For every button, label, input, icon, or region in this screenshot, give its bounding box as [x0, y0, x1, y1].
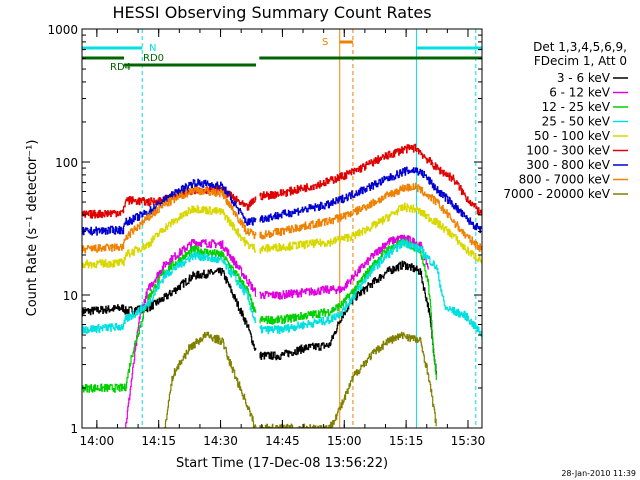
timestamp: 28-Jan-2010 11:39	[561, 469, 636, 478]
series-7000-20000-kev	[164, 331, 437, 428]
y-tick-label: 1000	[47, 23, 78, 37]
y-axis-label: Count Rate (s⁻¹ detector⁻¹)	[25, 140, 40, 317]
series-line	[82, 202, 482, 269]
x-axis-label: Start Time (17-Dec-08 13:56:22)	[176, 456, 388, 471]
y-axis: 1 10 100 1000	[47, 23, 482, 436]
x-tick-label: 15:15	[389, 434, 424, 448]
series-3-6-kev	[82, 260, 437, 375]
flag-label: N	[149, 43, 156, 54]
x-tick-label: 14:45	[265, 434, 300, 448]
series-800-7000-kev	[82, 182, 482, 254]
legend-entry-label: 7000 - 20000 keV	[503, 187, 610, 201]
y-tick-label: 100	[55, 156, 78, 170]
series-line	[82, 260, 437, 375]
legend-title-line: FDecim 1, Att 0	[534, 54, 627, 68]
legend: Det 1,3,4,5,6,9,FDecim 1, Att 0 3 - 6 keV…	[503, 40, 628, 201]
legend-entry-label: 3 - 6 keV	[557, 71, 611, 85]
x-tick-label: 14:00	[80, 434, 115, 448]
x-tick-label: 14:15	[141, 434, 176, 448]
flag-label: S	[322, 37, 328, 48]
series-50-100-kev	[82, 202, 482, 269]
x-tick-label: 15:30	[451, 434, 486, 448]
x-tick-label: 14:30	[203, 434, 238, 448]
legend-entry-label: 800 - 7000 keV	[519, 173, 611, 187]
x-tick-label: 15:00	[327, 434, 362, 448]
legend-entry-label: 100 - 300 keV	[526, 144, 610, 158]
legend-entry-label: 25 - 50 keV	[542, 115, 611, 129]
series-layer	[82, 143, 482, 428]
series-line	[82, 182, 482, 254]
legend-entry-label: 50 - 100 keV	[534, 129, 611, 143]
chart-title: HESSI Observing Summary Count Rates	[112, 3, 431, 22]
series-line	[164, 331, 437, 428]
legend-entry-label: 6 - 12 keV	[549, 86, 611, 100]
y-tick-label: 10	[63, 289, 78, 303]
series-line	[82, 238, 482, 338]
x-axis: 14:00 14:15 14:30 14:45 15:00 15:15 15:30	[80, 29, 486, 448]
legend-title-line: Det 1,3,4,5,6,9,	[533, 40, 627, 54]
flag-label: RD0	[143, 53, 164, 64]
legend-entry-label: 12 - 25 keV	[542, 100, 611, 114]
y-tick-label: 1	[70, 422, 78, 436]
flag-label: RD4	[110, 62, 131, 73]
series-25-50-kev	[82, 238, 482, 338]
legend-entry-label: 300 - 800 keV	[526, 158, 610, 172]
